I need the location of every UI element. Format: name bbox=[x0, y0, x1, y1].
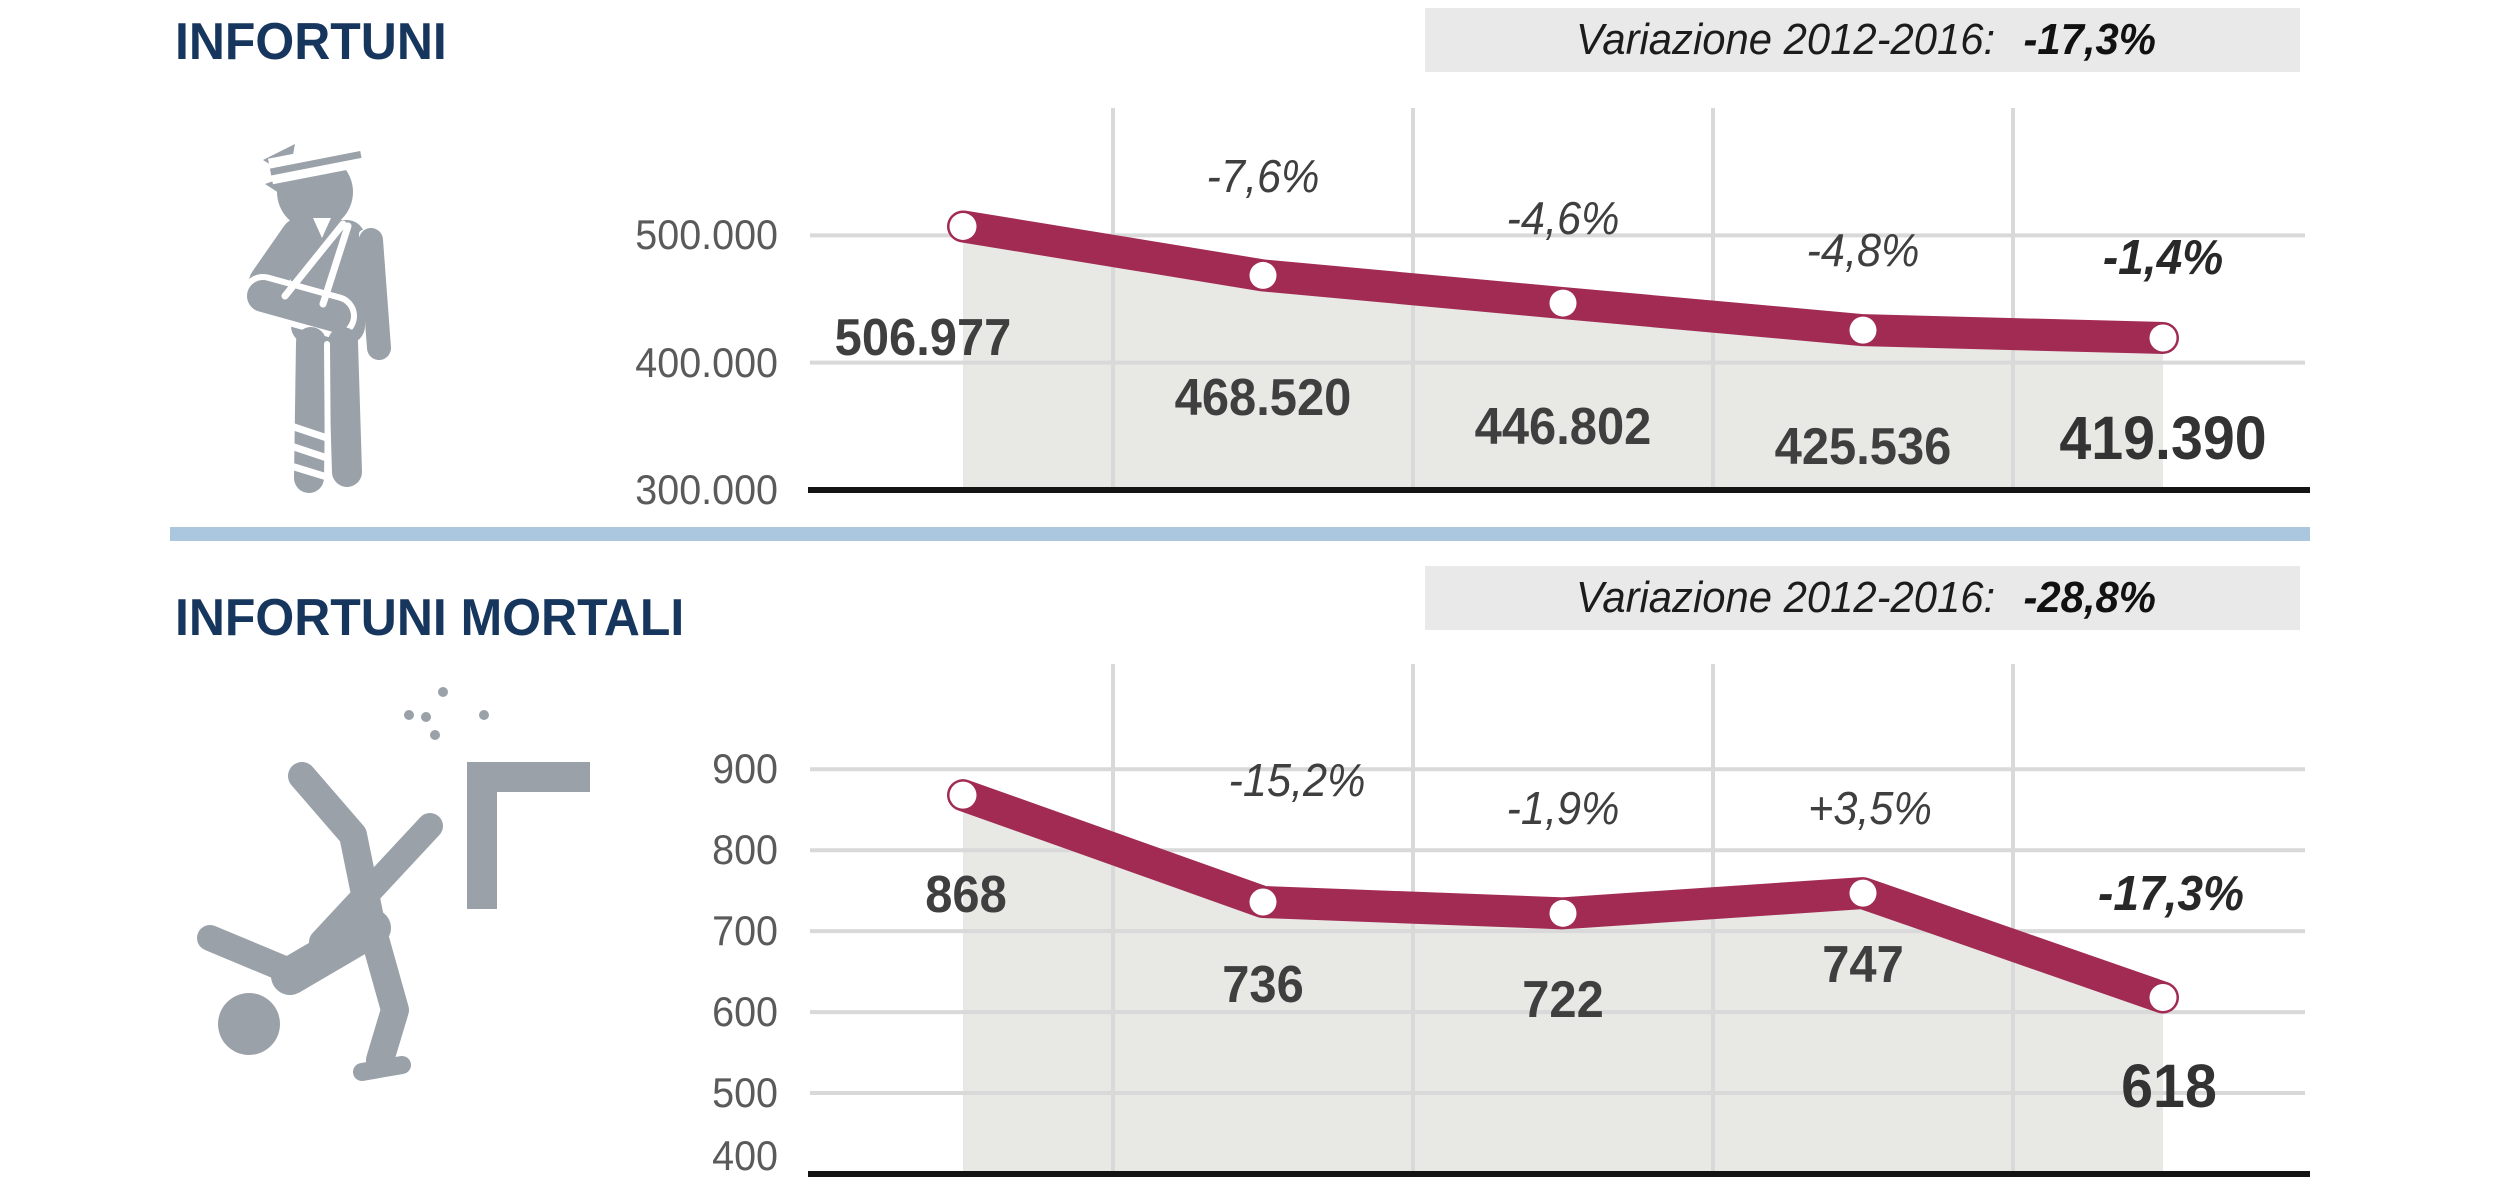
value-label: 736 bbox=[1222, 956, 1304, 1014]
variation-box-infortuni-mortali: Variazione 2012-2016: -28,8% bbox=[1425, 566, 2300, 630]
y-axis-label: 400.000 bbox=[635, 338, 778, 386]
chart-area-fill bbox=[963, 226, 2163, 490]
y-axis-label: 600 bbox=[712, 988, 778, 1036]
y-axis-label: 500 bbox=[712, 1069, 778, 1117]
section-divider bbox=[170, 527, 2310, 541]
variation-box-infortuni: Variazione 2012-2016: -17,3% bbox=[1425, 8, 2300, 72]
variation-value: -17,3% bbox=[2023, 15, 2157, 64]
data-point-marker bbox=[2149, 324, 2177, 352]
y-axis-label: 500.000 bbox=[635, 211, 778, 259]
pct-change-label: -4,6% bbox=[1506, 192, 1620, 245]
value-label: 425.536 bbox=[1774, 418, 1952, 477]
pct-change-label: -15,2% bbox=[1228, 754, 1366, 806]
pct-change-label: +3,5% bbox=[1808, 782, 1932, 835]
pct-change-label: -17,3% bbox=[2098, 866, 2244, 921]
variation-value: -28,8% bbox=[2023, 573, 2157, 622]
y-axis-label: 700 bbox=[712, 907, 778, 955]
variation-label: Variazione 2012-2016: bbox=[1576, 573, 1996, 622]
section-title-infortuni-mortali: INFORTUNI MORTALI bbox=[175, 589, 685, 647]
data-point-marker bbox=[1849, 879, 1877, 907]
data-point-marker bbox=[949, 781, 977, 809]
y-axis-label: 300.000 bbox=[635, 466, 778, 513]
data-point-marker bbox=[949, 212, 977, 240]
data-point-marker bbox=[1549, 899, 1577, 927]
pct-change-label: -4,8% bbox=[1806, 224, 1920, 277]
value-label: 618 bbox=[2121, 1051, 2217, 1120]
section-title-infortuni: INFORTUNI bbox=[175, 13, 447, 71]
value-label: 747 bbox=[1822, 936, 1904, 995]
pct-change-label: -7,6% bbox=[1206, 150, 1320, 203]
data-point-marker bbox=[1249, 888, 1277, 916]
injured-person-icon bbox=[185, 130, 395, 515]
pct-change-label: -1,4% bbox=[2102, 230, 2224, 285]
variation-label: Variazione 2012-2016: bbox=[1576, 15, 1996, 64]
value-label: 722 bbox=[1522, 971, 1604, 1030]
data-point-marker bbox=[1249, 261, 1277, 289]
value-label: 506.977 bbox=[834, 309, 1012, 368]
data-point-marker bbox=[1849, 316, 1877, 344]
y-axis-label: 900 bbox=[712, 745, 778, 793]
value-label: 468.520 bbox=[1174, 369, 1352, 428]
y-axis-label: 800 bbox=[712, 826, 778, 874]
chart-area-fill bbox=[963, 795, 2163, 1174]
data-point-marker bbox=[1549, 289, 1577, 317]
data-point-marker bbox=[2149, 984, 2177, 1012]
value-label: 446.802 bbox=[1474, 398, 1652, 457]
y-axis-label: 400 bbox=[712, 1132, 778, 1179]
value-label: 419.390 bbox=[2059, 403, 2267, 472]
pct-change-label: -1,9% bbox=[1506, 782, 1620, 835]
falling-person-icon bbox=[190, 680, 610, 1095]
value-label: 868 bbox=[925, 866, 1007, 925]
